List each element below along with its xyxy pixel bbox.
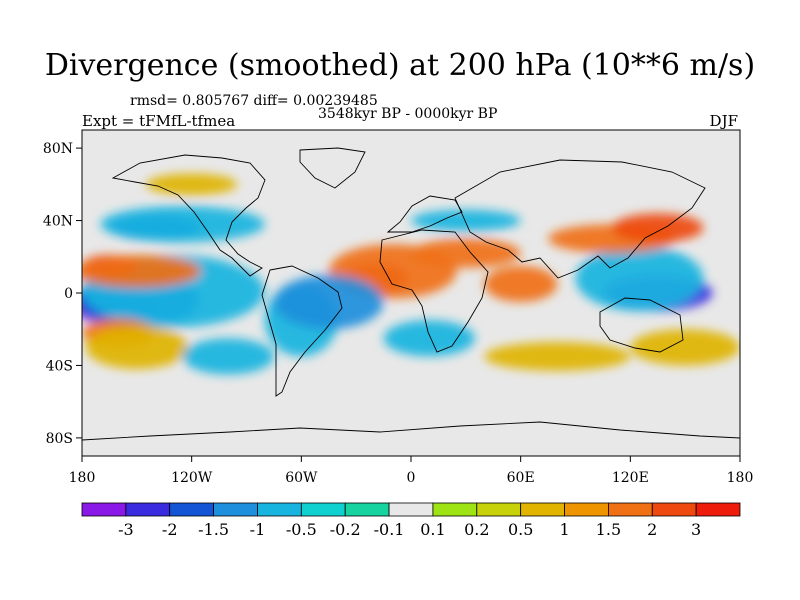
colorbar-swatch xyxy=(300,502,346,517)
lat-tick-label: 40N xyxy=(43,214,73,230)
colorbar-label: 1 xyxy=(559,520,569,539)
season-label: DJF xyxy=(709,112,738,130)
experiment-label: Expt = tFMfL-tfmea xyxy=(82,112,236,130)
colorbar-swatch xyxy=(81,502,127,517)
divergence-field xyxy=(82,173,740,375)
field-blob xyxy=(630,329,740,366)
lon-tick-label: 60W xyxy=(285,470,318,486)
coast-australia xyxy=(599,297,684,353)
colorbar-swatch xyxy=(432,502,478,517)
field-blob xyxy=(612,213,704,243)
colorbar-label: -0.2 xyxy=(330,520,361,539)
field-blob xyxy=(484,265,558,303)
colorbar-label: 0.1 xyxy=(420,520,445,539)
colorbar-swatch xyxy=(564,502,609,517)
coast-africa xyxy=(379,229,489,353)
stats-label: rmsd= 0.805767 diff= 0.00239485 xyxy=(130,93,378,109)
colorbar-label: -2 xyxy=(162,520,178,539)
lon-tick-label: 0 xyxy=(407,470,416,486)
colorbar-swatch xyxy=(388,502,434,517)
lon-tick-label: 120W xyxy=(171,470,213,486)
colorbar-label: 0.5 xyxy=(508,520,533,539)
field-blob xyxy=(145,173,238,196)
colorbar-swatch xyxy=(257,502,302,517)
colorbar-swatch xyxy=(344,502,390,517)
map-area xyxy=(81,129,741,457)
field-blob xyxy=(575,245,704,312)
coast-south-america xyxy=(261,265,343,397)
latitude-axis: 80N 40N 0 40S 80S xyxy=(43,141,82,447)
colorbar-label: 1.5 xyxy=(596,520,621,539)
lon-tick-label: 180 xyxy=(727,470,754,486)
colorbar: -3 -2 -1.5 -1 -0.5 -0.2 -0.1 0.1 0.2 0.5 1 1.5 2 3 xyxy=(81,502,741,539)
field-blob xyxy=(273,274,384,330)
colorbar-label: 2 xyxy=(647,520,657,539)
colorbar-swatch xyxy=(476,502,522,517)
lat-tick-label: 40S xyxy=(46,358,73,374)
lon-tick-label: 180 xyxy=(69,470,96,486)
lon-tick-label: 60E xyxy=(507,470,535,486)
plot-title: Divergence (smoothed) at 200 hPa (10**6 … xyxy=(44,48,756,83)
colorbar-label: 0.2 xyxy=(464,520,489,539)
coast-greenland xyxy=(299,147,366,189)
field-blob xyxy=(411,209,521,232)
colorbar-swatch xyxy=(608,502,653,517)
field-blob xyxy=(182,338,274,375)
colorbar-label: -1.5 xyxy=(198,520,229,539)
coastlines xyxy=(82,147,740,441)
lat-tick-label: 80N xyxy=(43,141,73,157)
field-blob xyxy=(411,238,521,268)
longitude-axis: 180 120W 60W 0 60E 120E 180 xyxy=(69,456,754,486)
lon-tick-label: 120E xyxy=(612,470,649,486)
colorbar-swatch xyxy=(169,502,215,517)
lat-tick-label: 0 xyxy=(64,286,73,302)
colorbar-swatch xyxy=(651,502,697,517)
field-blob xyxy=(82,254,201,288)
field-blob xyxy=(383,320,475,357)
colorbar-label: -3 xyxy=(118,520,134,539)
coast-antarctica xyxy=(82,421,740,441)
lat-tick-label: 80S xyxy=(46,431,73,447)
colorbar-swatch xyxy=(125,502,171,517)
colorbar-label: -0.1 xyxy=(374,520,405,539)
colorbar-label: -1 xyxy=(250,520,266,539)
colorbar-swatch xyxy=(213,502,258,517)
field-blob xyxy=(100,206,265,243)
period-label: 3548kyr BP - 0000kyr BP xyxy=(318,106,498,122)
colorbar-label: -0.5 xyxy=(286,520,317,539)
coast-asia xyxy=(454,159,706,279)
field-blob xyxy=(484,341,631,371)
colorbar-swatch xyxy=(695,502,741,517)
field-blob xyxy=(85,325,189,370)
coast-north-america xyxy=(111,154,266,277)
colorbar-label: 3 xyxy=(691,520,701,539)
colorbar-swatch xyxy=(520,502,565,517)
